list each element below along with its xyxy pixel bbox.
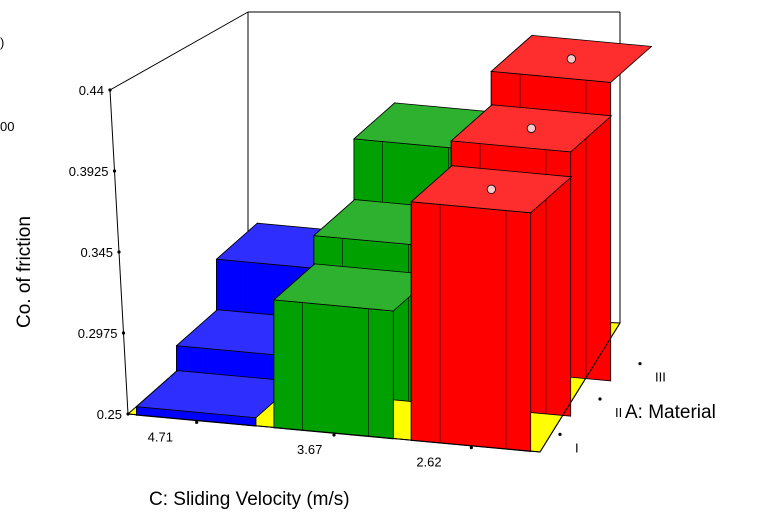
z-tick-mark — [117, 250, 121, 254]
y-tick-mark — [638, 362, 642, 366]
z-tick-label: 0.44 — [79, 83, 104, 98]
bar-I-4.71 — [135, 369, 298, 427]
design-point-marker — [486, 184, 496, 194]
x-tick-label: 2.62 — [416, 455, 441, 470]
y-tick-label: II — [615, 405, 622, 420]
z-tick-mark — [121, 331, 126, 335]
z-tick-label: 0.2975 — [78, 326, 118, 341]
z-tick-label: 0.345 — [80, 245, 113, 260]
x-axis-title: C: Sliding Velocity (m/s) — [149, 489, 350, 510]
z-axis-title: Co. of friction — [14, 216, 35, 328]
bar-I-3.67 — [272, 263, 436, 440]
y-tick-mark — [598, 397, 602, 401]
x-tick-mark — [332, 433, 336, 437]
y-tick-mark — [558, 432, 562, 436]
design-point-marker — [566, 54, 576, 64]
z-tick-label: 0.25 — [97, 407, 122, 422]
x-tick-mark — [469, 446, 473, 450]
plot-box-front — [127, 322, 621, 453]
bar-I-2.62 — [410, 164, 573, 452]
x-tick-label: 3.67 — [297, 442, 322, 457]
bar-front-face — [273, 299, 394, 440]
bar-front-face — [410, 201, 532, 452]
y-tick-label: III — [655, 370, 666, 385]
tick-labels: 0.250.29750.3450.39250.444.713.672.62III… — [69, 83, 666, 470]
y-axis-title: A: Material — [625, 402, 716, 423]
z-tick-mark — [108, 88, 112, 92]
design-point-marker — [526, 123, 536, 133]
y-tick-label: I — [575, 440, 579, 455]
x-tick-label: 4.71 — [148, 429, 173, 444]
z-tick-mark — [112, 169, 117, 173]
cutoff-text-mid: 00 — [0, 119, 14, 134]
z-tick-mark — [126, 412, 130, 416]
cutoff-text-top: ) — [0, 35, 4, 50]
bars — [135, 34, 653, 452]
x-tick-mark — [195, 420, 199, 424]
z-tick-label: 0.3925 — [69, 164, 109, 179]
